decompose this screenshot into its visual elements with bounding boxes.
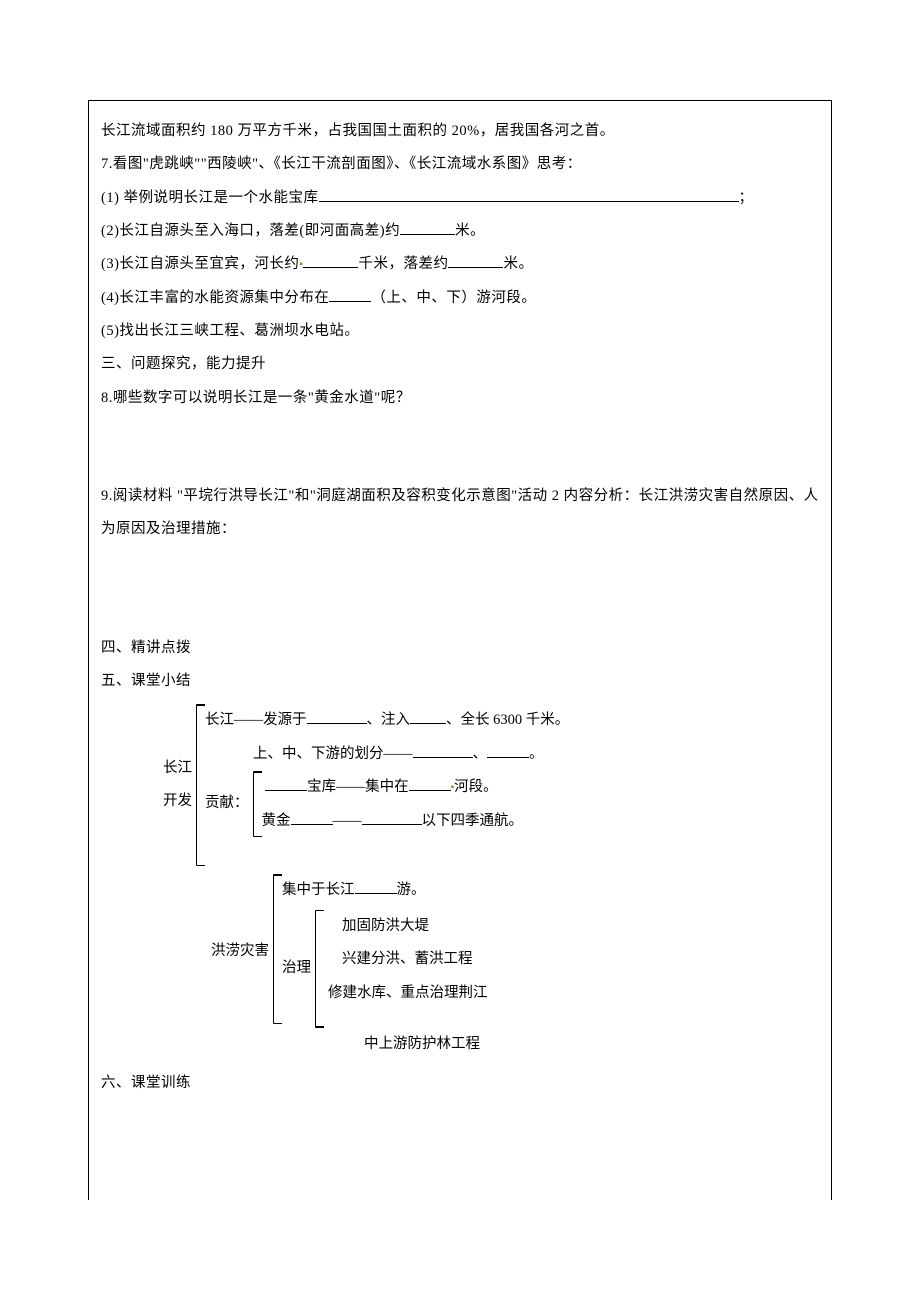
q7-3: (3)长江自源头至宜宾，河长约▪千米，落差约米。 xyxy=(101,248,819,281)
txt: 长江——发源于 xyxy=(205,712,307,728)
content-frame: 长江流域面积约 180 万平方千米，占我国国土面积的 20%，居我国各河之首。 … xyxy=(88,100,832,1200)
flood-group: 洪涝灾害 集中于长江 游。 治理 加固防洪大堤 兴建分洪、蓄洪工程 修建水库、重点… xyxy=(101,874,819,1061)
gongxian-label: 贡献： xyxy=(205,771,253,837)
txt: 黄金 xyxy=(262,813,291,829)
t4: 中上游防护林工程 xyxy=(282,1028,488,1061)
section4-title: 四、精讲点拨 xyxy=(101,632,819,665)
blank-input[interactable] xyxy=(355,880,397,895)
section3-title: 三、问题探究，能力提升 xyxy=(101,348,819,381)
q8: 8.哪些数字可以说明长江是一条"黄金水道"呢？ xyxy=(101,382,819,415)
txt: 、 xyxy=(473,746,488,762)
flood-label: 洪涝灾害 xyxy=(211,874,273,1024)
contribution-group: 贡献： 宝库——集中在▪河段。 黄金 —— 以下四季通航。 xyxy=(205,771,569,838)
root-line2: 开发 xyxy=(163,785,192,818)
blank-input[interactable] xyxy=(265,777,307,792)
q7-2-suf: 米。 xyxy=(455,223,485,239)
q7-5: (5)找出长江三峡工程、葛洲坝水电站。 xyxy=(101,315,819,348)
sum-line1: 长江——发源于 、注入 、全长 6300 千米。 xyxy=(205,704,569,737)
blank-input[interactable] xyxy=(409,777,451,792)
txt: 。 xyxy=(529,746,544,762)
txt: —— xyxy=(333,813,362,829)
q7-3-mid: 千米，落差约 xyxy=(358,256,448,272)
blank-input[interactable] xyxy=(410,710,446,725)
root-line1: 长江 xyxy=(163,752,192,785)
q7-4: (4)长江丰富的水能资源集中分布在 （上、中、下）游河段。 xyxy=(101,282,819,315)
blank-input[interactable] xyxy=(307,710,367,725)
sum-line2: 上、中、下游的划分—— 、 。 xyxy=(205,738,569,771)
blank-input[interactable] xyxy=(448,254,503,269)
q7-4-suf: （上、中、下）游河段。 xyxy=(371,290,536,306)
sum-line4: 黄金 —— 以下四季通航。 xyxy=(262,805,524,838)
root-label: 长江 开发 xyxy=(163,705,196,865)
q7-4-pre: (4)长江丰富的水能资源集中分布在 xyxy=(101,290,329,306)
brace-icon xyxy=(196,704,197,866)
t2: 兴建分洪、蓄洪工程 xyxy=(328,943,488,976)
zhili-group: 治理 加固防洪大堤 兴建分洪、蓄洪工程 修建水库、重点治理荆江 xyxy=(282,910,488,1028)
q7-1-suf: ； xyxy=(739,190,754,206)
q7-1-pre: (1) 举例说明长江是一个水能宝库 xyxy=(101,190,319,206)
page: 长江流域面积约 180 万平方千米，占我国国土面积的 20%，居我国各河之首。 … xyxy=(0,0,920,1302)
flood-line1: 集中于长江 游。 xyxy=(282,874,488,907)
txt: 河段。 xyxy=(454,779,498,795)
intro-basin: 长江流域面积约 180 万平方千米，占我国国土面积的 20%，居我国各河之首。 xyxy=(101,115,819,148)
q9: 9.阅读材料 "平垸行洪导长江"和"洞庭湖面积及容积变化示意图"活动 2 内容分… xyxy=(101,480,819,547)
txt: 、注入 xyxy=(367,712,411,728)
txt: 宝库——集中在 xyxy=(307,779,409,795)
q7-3-pre: (3)长江自源头至宜宾，河长约 xyxy=(101,256,299,272)
blank-input[interactable] xyxy=(362,810,422,825)
t3: 修建水库、重点治理荆江 xyxy=(328,977,488,1010)
q7-2-pre: (2)长江自源头至入海口，落差(即河面高差)约 xyxy=(101,223,400,239)
t1: 加固防洪大堤 xyxy=(328,910,488,943)
q7-1: (1) 举例说明长江是一个水能宝库 ； xyxy=(101,182,819,215)
blank-input[interactable] xyxy=(487,743,529,758)
blank-input[interactable] xyxy=(291,810,333,825)
q7-2: (2)长江自源头至入海口，落差(即河面高差)约 米。 xyxy=(101,215,819,248)
txt: 以下四季通航。 xyxy=(422,813,524,829)
txt: 集中于长江 xyxy=(282,882,355,898)
brace-icon xyxy=(253,771,254,837)
blank-input[interactable] xyxy=(319,187,739,202)
q7-stem: 7.看图"虎跳峡""西陵峡"、《长江干流剖面图》、《长江流域水系图》思考： xyxy=(101,148,819,181)
txt: 、全长 6300 千米。 xyxy=(446,712,569,728)
blank-input[interactable] xyxy=(413,743,473,758)
brace-icon xyxy=(315,910,316,1028)
sum-line3: 宝库——集中在▪河段。 xyxy=(262,771,524,804)
blank-input[interactable] xyxy=(400,221,455,236)
zhili-label: 治理 xyxy=(282,910,315,1028)
blank-input[interactable] xyxy=(303,254,358,269)
txt: 上、中、下游的划分—— xyxy=(253,746,413,762)
blank-input[interactable] xyxy=(329,287,371,302)
summary-tree: 长江 开发 长江——发源于 、注入 、全长 6300 千米。 上、中、下游的划分——… xyxy=(101,704,819,1061)
brace-icon xyxy=(273,874,274,1024)
section6-title: 六、课堂训练 xyxy=(101,1067,819,1100)
answer-space xyxy=(101,547,819,632)
q7-3-suf: 米。 xyxy=(503,256,533,272)
answer-space xyxy=(101,415,819,480)
txt: 游。 xyxy=(397,882,426,898)
section5-title: 五、课堂小结 xyxy=(101,665,819,698)
